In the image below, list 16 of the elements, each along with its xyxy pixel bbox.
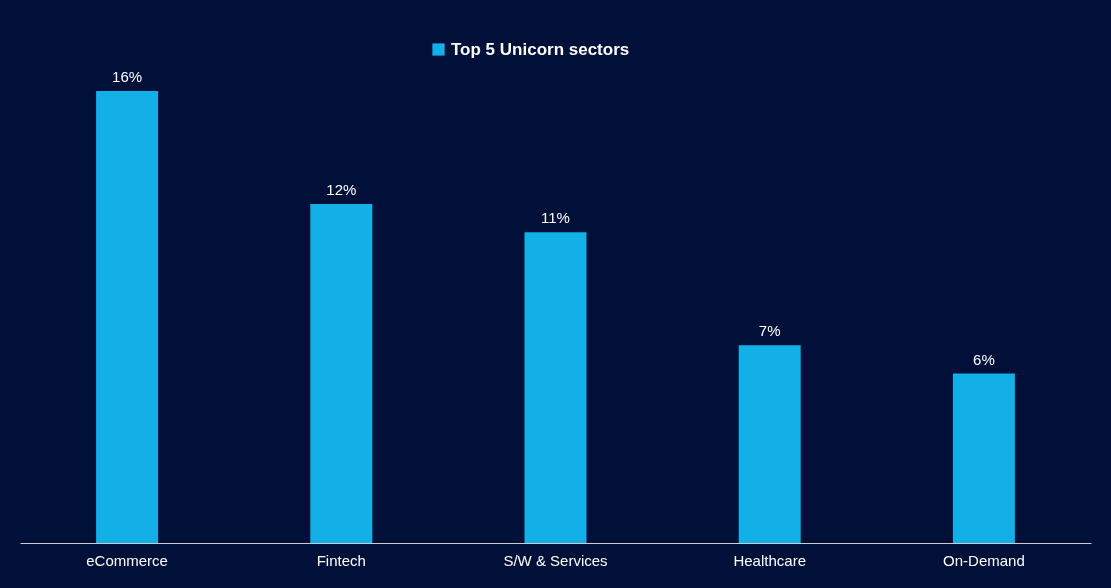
legend-label: Top 5 Unicorn sectors (451, 39, 630, 59)
bar (310, 204, 373, 543)
bar (952, 373, 1015, 543)
data-label: 12% (326, 181, 357, 198)
bar (738, 345, 801, 543)
x-tick-label: Healthcare (733, 551, 806, 569)
x-tick-label: On-Demand (943, 551, 1025, 569)
data-label: 6% (973, 350, 995, 368)
x-tick-label: S/W & Services (503, 551, 608, 569)
data-label: 16% (112, 68, 143, 85)
x-tick-label: eCommerce (86, 551, 168, 569)
bar (96, 91, 159, 543)
data-label: 11% (541, 209, 570, 227)
bar (524, 232, 587, 543)
x-tick-label: Fintech (316, 551, 366, 569)
data-label: 7% (758, 322, 781, 340)
